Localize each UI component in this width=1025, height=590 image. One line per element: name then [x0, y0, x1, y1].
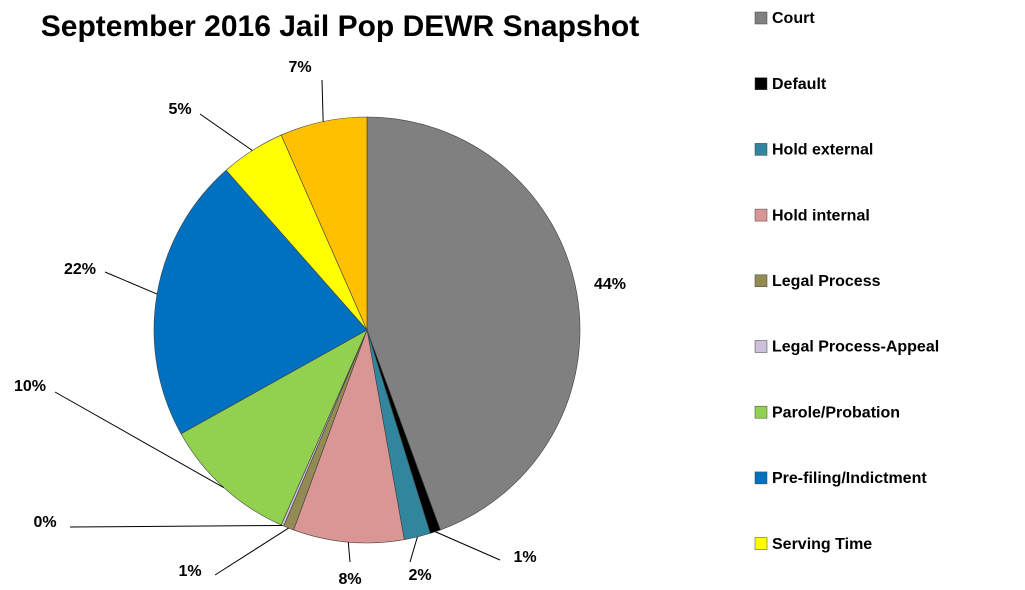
data-label: 2% — [408, 567, 431, 584]
chart-title: September 2016 Jail Pop DEWR Snapshot — [41, 10, 640, 43]
leader-line — [199, 113, 253, 151]
leader-line — [54, 391, 224, 488]
leader-line — [435, 531, 501, 561]
leader-line — [69, 524, 283, 528]
legend-label: Hold external — [772, 142, 873, 159]
legend-swatch — [754, 208, 768, 222]
legend-label: Serving Time — [772, 536, 872, 553]
pie-slice — [366, 116, 581, 531]
legend-swatch — [754, 274, 768, 288]
pie-slice — [280, 116, 368, 331]
legend-label: Pre-filing/Indictment — [772, 470, 927, 487]
legend-label: Hold internal — [772, 207, 870, 224]
data-label: 8% — [338, 571, 361, 588]
legend-label: Court — [772, 10, 815, 27]
data-label: 0% — [33, 514, 56, 531]
leader-line — [409, 536, 418, 563]
leader-line — [347, 542, 351, 563]
legend-label: Default — [772, 76, 827, 93]
leader-line — [104, 271, 158, 295]
legend-swatch — [754, 143, 768, 156]
data-label: 10% — [14, 378, 46, 395]
data-label: 44% — [594, 276, 626, 293]
legend-swatch — [754, 11, 768, 25]
legend-swatch — [754, 471, 768, 485]
data-label: 5% — [168, 101, 191, 118]
legend-swatch — [754, 537, 768, 550]
legend-swatch — [754, 77, 768, 90]
legend-swatch — [754, 340, 768, 353]
data-label: 7% — [288, 59, 311, 76]
data-label: 22% — [64, 261, 96, 278]
data-label: 1% — [178, 563, 201, 580]
pie-slice — [293, 328, 405, 544]
leader-line — [214, 527, 289, 576]
legend-label: Legal Process-Appeal — [772, 339, 939, 356]
legend-label: Legal Process — [772, 273, 881, 290]
legend-swatch — [754, 405, 768, 419]
data-label: 1% — [513, 549, 536, 566]
leader-line — [321, 79, 324, 122]
legend-label: Parole/Probation — [772, 404, 900, 421]
